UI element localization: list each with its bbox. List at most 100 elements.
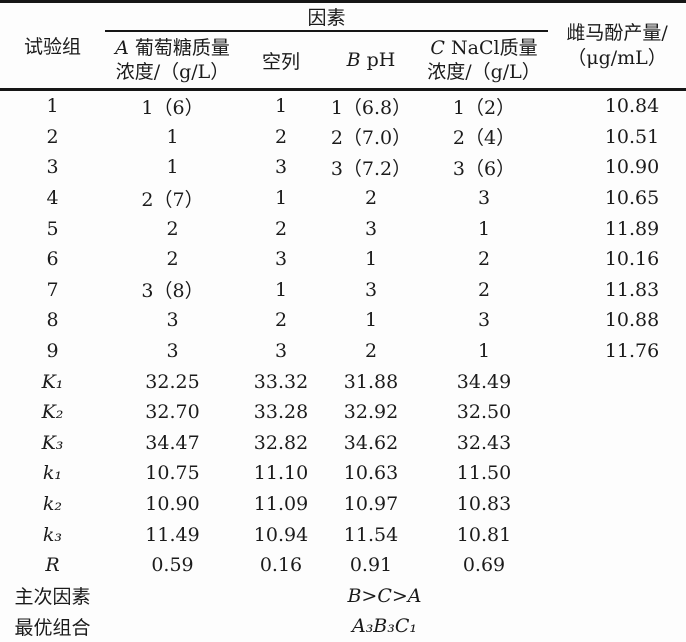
cell-factor-b: 3（7.2） [330,157,412,180]
stat-row-K2: K₂ 32.70 33.28 32.92 32.50 [0,397,686,428]
stat-label: k₁ [42,462,63,485]
factor-a-line1: A 葡萄糖质量 [105,36,240,60]
run-row-1: 1 1（6） 1 1（6.8） 1（2） 10.84 [0,90,686,122]
header-empty-column: 空列 [240,31,322,91]
stat-label: k₃ [42,523,63,546]
run-number: 5 [46,217,59,240]
empty-cell [548,550,686,581]
cell-empty-col: 3 [274,156,288,179]
cell-empty-col: 1 [274,95,288,118]
cell-factor-b: 3 [364,217,378,240]
cell-yield: 11.83 [604,278,660,301]
empty-cell [548,366,686,397]
factor-order-value: B>C>A [347,584,422,607]
header-factor-c: C NaCl质量 浓度/（g/L） [420,31,549,91]
stat-value: 11.54 [343,523,399,546]
equol-yield-line2: （μg/mL） [567,46,667,69]
cell-yield: 11.89 [604,217,660,240]
cell-factor-b: 2 [364,187,378,210]
stat-value: 11.09 [253,493,309,516]
factor-b-symbol: B [346,49,361,71]
cell-factor-b: 1 [364,309,378,332]
cell-yield: 10.51 [604,125,660,148]
cell-yield: 10.90 [604,156,660,179]
header-equol-yield: 雌马酚产量/ （μg/mL） [548,1,686,91]
header-row-top: 试验组 因素 雌马酚产量/ （μg/mL） [0,1,686,91]
stat-value: 10.63 [343,462,399,485]
stat-row-k2: k₂ 10.90 11.09 10.97 10.83 [0,489,686,520]
cell-factor-a: 3 [166,340,179,363]
stat-value: 34.62 [343,431,399,454]
cell-factor-b: 3 [364,278,378,301]
factor-c-symbol: C [430,36,445,59]
header-row-factors: A 葡萄糖质量 浓度/（g/L） 空列 B pH C NaCl质量 浓度/（g/… [0,31,686,91]
cell-empty-col: 1 [274,278,288,301]
cell-yield: 11.76 [604,340,660,363]
stat-value: 32.82 [253,431,309,454]
stat-row-k3: k₃ 11.49 10.94 11.54 10.81 [0,519,686,550]
cell-factor-a: 2 [166,248,179,271]
stat-label: k₂ [42,493,63,516]
stat-value: 32.43 [456,431,512,454]
summary-label: 最优组合 [14,616,91,639]
cell-factor-b: 2（7.0） [330,127,412,150]
cell-factor-a: 3 [166,309,179,332]
header-factor-a: A 葡萄糖质量 浓度/（g/L） [105,31,240,91]
cell-empty-col: 2 [274,309,288,332]
cell-yield: 10.84 [604,95,660,118]
factor-b-text: pH [360,49,396,71]
run-row-3: 3 1 3 3（7.2） 3（6） 10.90 [0,152,686,183]
cell-factor-c: 1 [477,217,491,240]
stat-row-K3: K₃ 34.47 32.82 34.62 32.43 [0,428,686,459]
stat-value: 34.49 [456,370,512,393]
run-row-4: 4 2（7） 1 2 3 10.65 [0,183,686,214]
cell-empty-col: 3 [274,340,288,363]
cell-factor-b: 1 [364,248,378,271]
stat-value: 0.91 [349,554,393,577]
stat-value: 32.92 [343,401,399,424]
stat-value: 10.97 [343,493,399,516]
header-factor-b: B pH [322,31,420,91]
factor-a-text: 葡萄糖质量 [128,36,230,59]
cell-factor-c: 2 [477,248,491,271]
run-number: 7 [46,278,59,301]
run-number: 9 [46,340,59,363]
factor-c-line1: C NaCl质量 [420,36,548,60]
cell-factor-a: 2（7） [141,188,204,211]
stat-row-R: R 0.59 0.16 0.91 0.69 [0,550,686,581]
factor-c-text: NaCl质量 [444,36,538,59]
cell-factor-c: 1（2） [452,96,516,119]
run-row-2: 2 1 2 2（7.0） 2（4） 10.51 [0,122,686,153]
stat-value: 33.28 [253,401,309,424]
summary-row-optimal-combination: 最优组合 A₃B₃C₁ [0,611,686,642]
cell-factor-a: 1 [166,156,179,179]
empty-cell [548,519,686,550]
cell-factor-b: 1（6.8） [330,96,412,119]
stat-value: 10.90 [145,493,200,516]
stat-label: K₂ [41,401,64,424]
run-row-9: 9 3 3 2 1 11.76 [0,336,686,367]
run-row-8: 8 3 2 1 3 10.88 [0,305,686,336]
empty-cell [548,428,686,459]
run-number: 4 [46,187,59,210]
cell-empty-col: 2 [274,217,288,240]
header-factors: 因素 [105,1,549,32]
cell-factor-a: 2 [166,217,179,240]
stat-value: 10.94 [253,523,309,546]
stat-value: 0.59 [151,554,194,577]
run-number: 3 [46,156,59,179]
cell-empty-col: 2 [274,125,288,148]
stat-value: 34.47 [145,431,200,454]
stat-value: 11.50 [456,462,512,485]
cell-empty-col: 3 [274,248,288,271]
run-number: 6 [46,248,59,271]
cell-yield: 10.16 [604,248,660,271]
cell-yield: 10.65 [604,187,660,210]
header-test-group: 试验组 [0,1,105,91]
stat-value: 11.10 [253,462,309,485]
stat-value: 32.50 [456,401,512,424]
stat-value: 0.69 [462,554,506,577]
stat-value: 32.70 [145,401,200,424]
empty-cell [548,397,686,428]
cell-factor-c: 2（4） [452,127,516,150]
